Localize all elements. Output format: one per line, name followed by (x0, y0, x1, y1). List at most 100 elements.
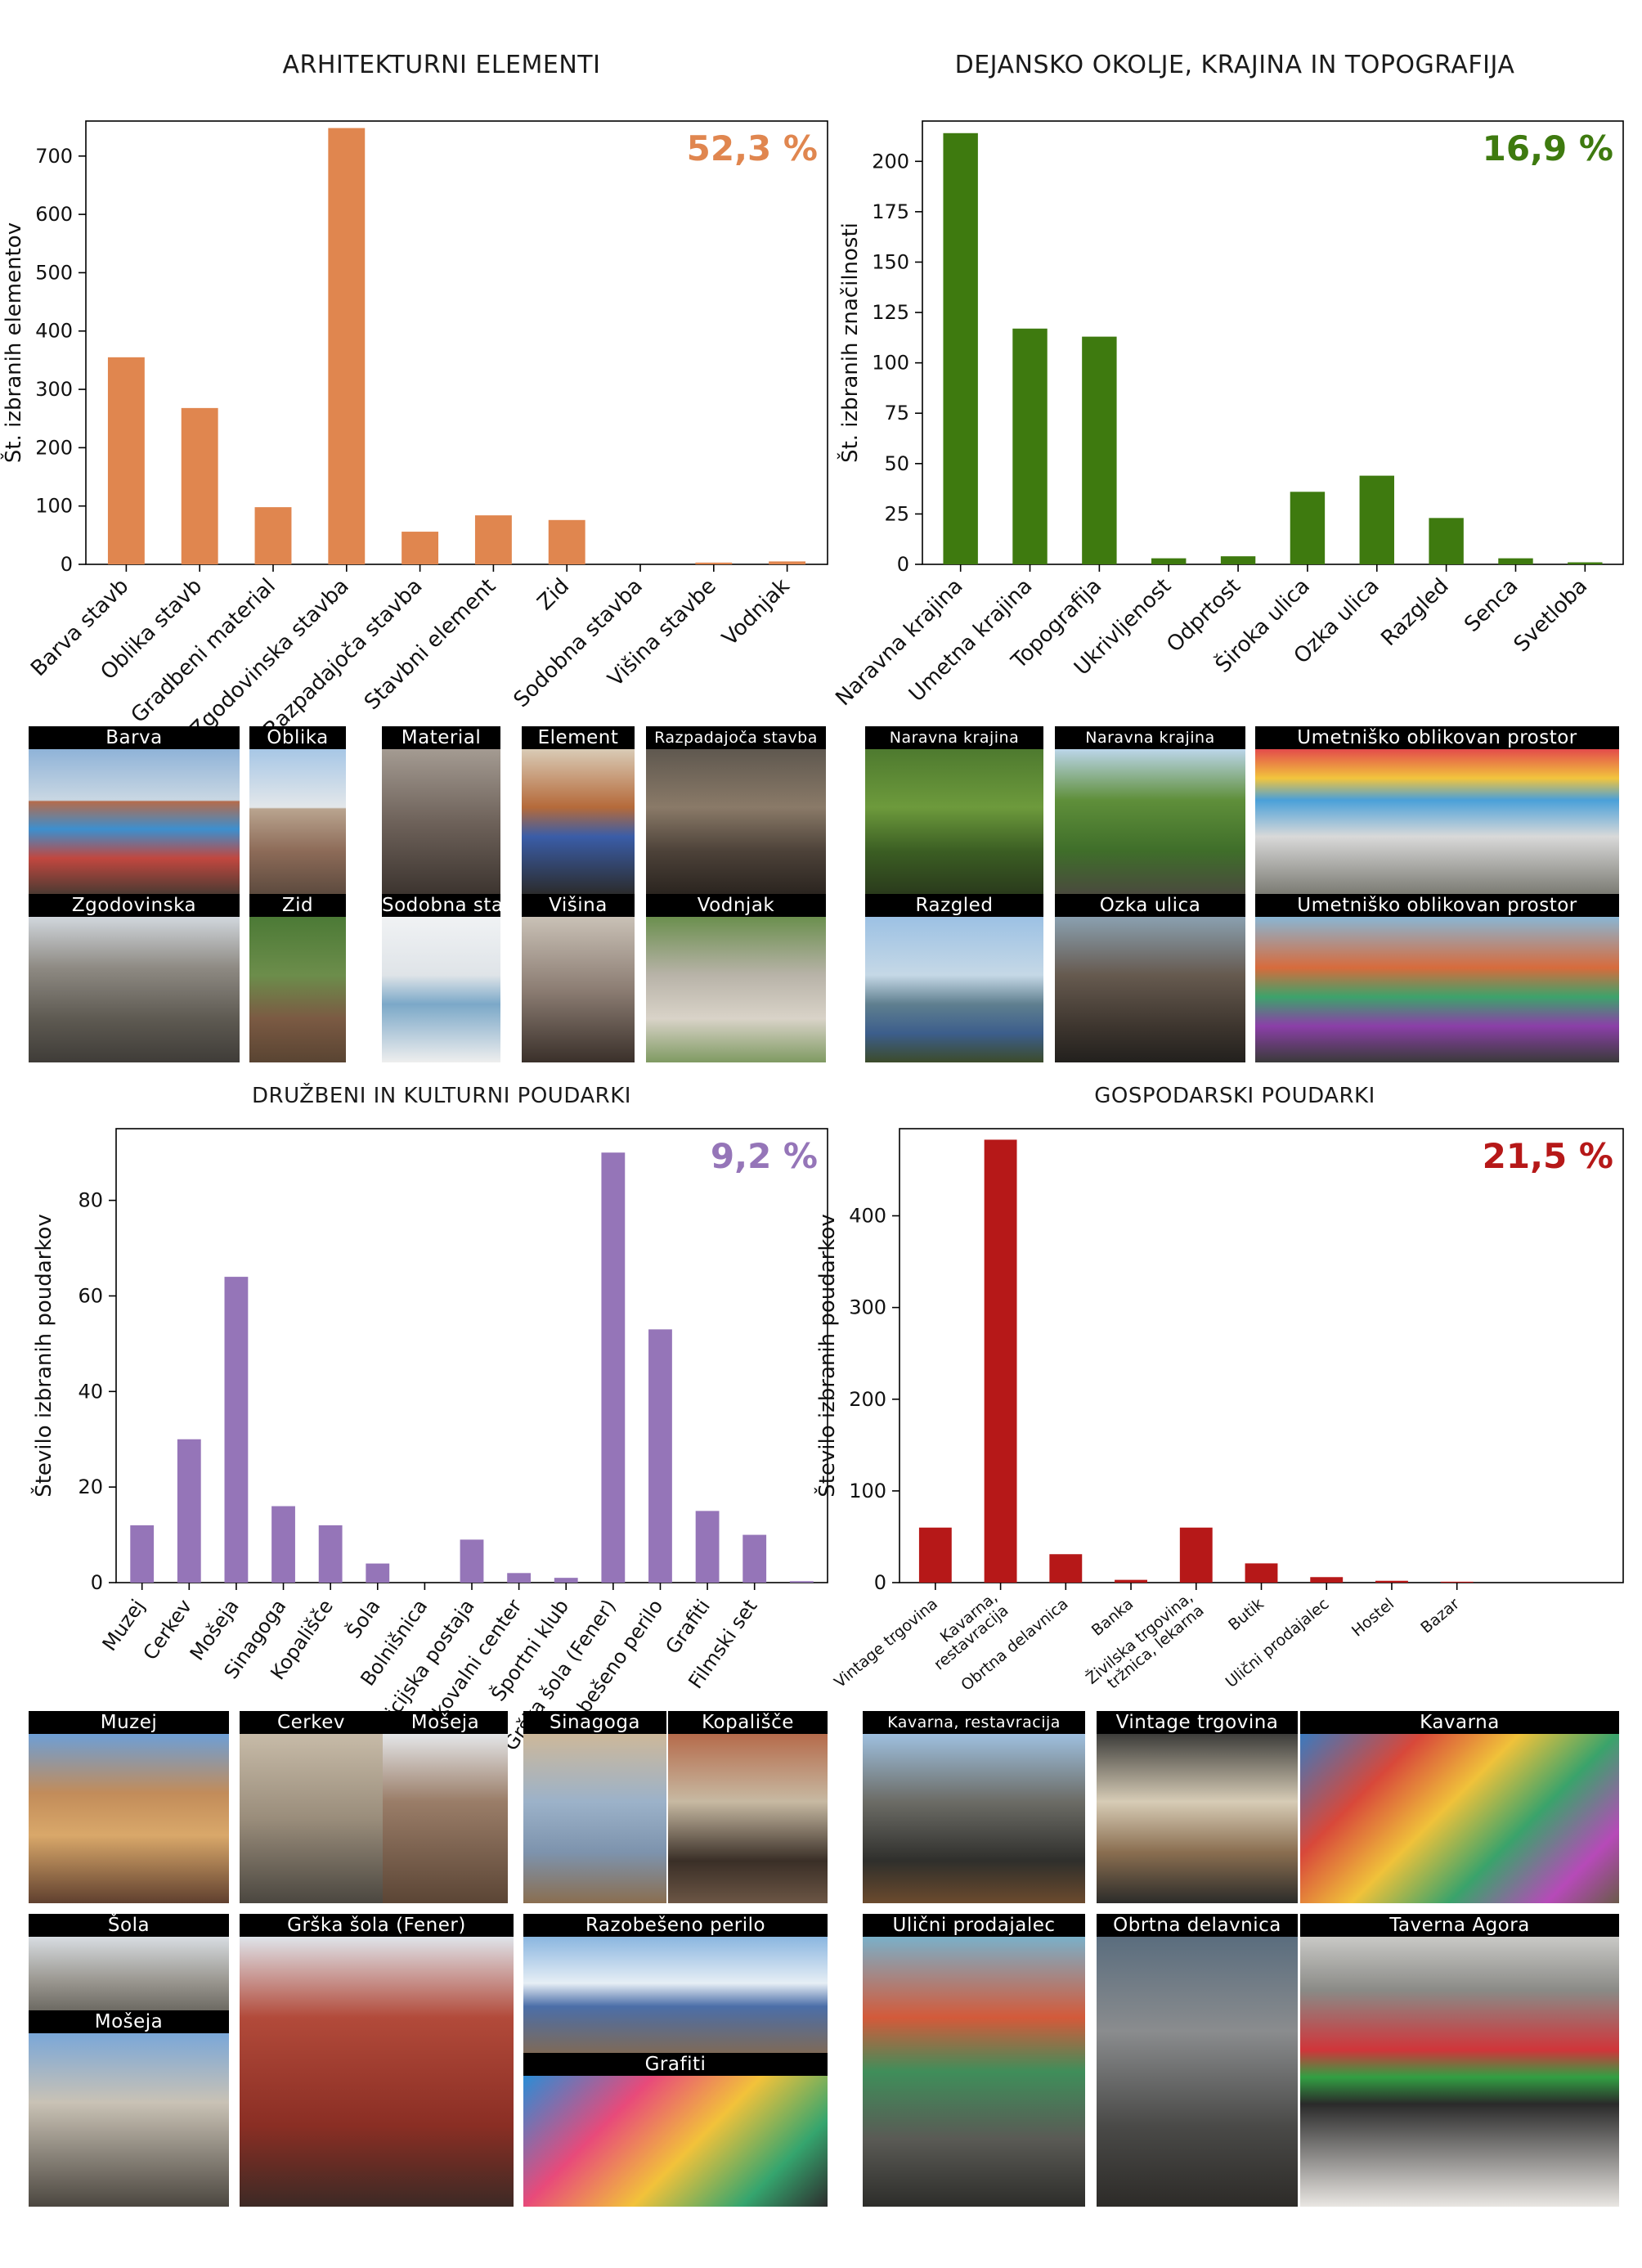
bar (943, 132, 978, 565)
photo-caption: Naravna krajina (1055, 726, 1245, 749)
photo-caption: Kavarna, restavracija (863, 1711, 1085, 1734)
bar (1568, 562, 1603, 564)
photo-env-0: Naravna krajina (865, 726, 1043, 895)
photo-caption: Obrtna delavnica (1097, 1914, 1298, 1937)
x-tick-label: Banka (1088, 1595, 1137, 1640)
chart-title-environment: DEJANSKO OKOLJE, KRAJINA IN TOPOGRAFIJA (954, 51, 1515, 79)
bar (254, 507, 292, 564)
y-tick-label: 500 (35, 261, 73, 284)
y-tick-label: 100 (872, 352, 909, 375)
photo-soc-3: Sinagoga (523, 1711, 666, 1903)
bar (507, 1573, 532, 1583)
y-tick-label: 20 (78, 1475, 103, 1498)
y-tick-label: 400 (35, 320, 73, 343)
bar (1310, 1577, 1344, 1583)
photo-arch-9: Vodnjak (646, 894, 826, 1062)
photo-caption: Oblika (249, 726, 346, 749)
y-tick-label: 100 (35, 495, 73, 518)
percentage-label: 52,3 % (687, 128, 818, 168)
bar (742, 1534, 767, 1583)
bar (1012, 328, 1048, 564)
bar (601, 1152, 626, 1583)
y-tick-label: 600 (35, 203, 73, 226)
photo-soc-0: Muzej (29, 1711, 229, 1903)
y-tick-label: 300 (849, 1296, 886, 1319)
bar (695, 1511, 720, 1583)
photo-caption: Razpadajoča stavba (646, 726, 826, 749)
bar (1440, 1581, 1474, 1583)
photo-env-4: Ozka ulica (1055, 894, 1245, 1062)
photo-image (1300, 1734, 1619, 1903)
photo-image (865, 749, 1043, 895)
photo-image (29, 749, 240, 895)
bar (1151, 558, 1187, 564)
photo-image (29, 917, 240, 1062)
photo-image (1255, 917, 1619, 1062)
photo-arch-0: Barva (29, 726, 240, 895)
photo-arch-8: Višina (522, 894, 635, 1062)
photo-caption: Material (382, 726, 500, 749)
photo-image (646, 917, 826, 1062)
bar (271, 1506, 295, 1583)
bar (1498, 558, 1533, 564)
photo-image (240, 1734, 383, 1903)
photo-caption: Vintage trgovina (1097, 1711, 1298, 1734)
photo-image (863, 1734, 1085, 1903)
photo-image (249, 749, 346, 895)
photo-soc-1: Cerkev (240, 1711, 383, 1903)
x-tick-label: Butik (1225, 1595, 1267, 1634)
photo-image (522, 917, 635, 1062)
photo-caption: Zgodovinska (29, 894, 240, 917)
bar (984, 1139, 1017, 1583)
photo-image (383, 1734, 508, 1903)
photo-arch-3: Element (522, 726, 635, 895)
photo-image (1055, 749, 1245, 895)
bar (1115, 1579, 1147, 1583)
y-tick-label: 200 (35, 436, 73, 459)
bar (769, 561, 806, 564)
percentage-label: 16,9 % (1483, 128, 1613, 168)
photo-caption: Kopališče (668, 1711, 828, 1734)
bar (1179, 1527, 1213, 1583)
photo-image (865, 917, 1043, 1062)
bar (648, 1329, 672, 1583)
photo-image (522, 749, 635, 895)
photo-env-1: Naravna krajina (1055, 726, 1245, 895)
photo-image (523, 2076, 828, 2207)
photo-caption: Višina (522, 894, 635, 917)
photo-soc-9: Grafiti (523, 2053, 828, 2207)
y-tick-label: 100 (849, 1480, 886, 1502)
photo-caption: Zid (249, 894, 346, 917)
photo-arch-5: Zgodovinska (29, 894, 240, 1062)
percentage-label: 21,5 % (1483, 1136, 1613, 1176)
y-tick-label: 0 (897, 553, 909, 576)
bar (554, 1578, 578, 1583)
bar (548, 519, 585, 564)
bar (366, 1563, 390, 1583)
y-tick-label: 400 (849, 1205, 886, 1228)
photo-soc-8: Razobešeno perilo (523, 1914, 828, 2053)
photo-image (523, 1734, 666, 1903)
photo-caption: Barva (29, 726, 240, 749)
photo-caption: Grafiti (523, 2053, 828, 2076)
photo-image (646, 749, 826, 895)
plot-frame (85, 120, 828, 565)
photo-arch-4: Razpadajoča stavba (646, 726, 826, 895)
photo-image (29, 2033, 229, 2207)
y-tick-label: 125 (872, 301, 909, 324)
photo-caption: Vodnjak (646, 894, 826, 917)
bar (1220, 556, 1256, 564)
photo-image (249, 917, 346, 1062)
bar (1429, 518, 1464, 564)
photo-caption: Kavarna (1300, 1711, 1619, 1734)
photo-eco-3: Ulični prodajalec (863, 1914, 1085, 2207)
chart-title-architecture: ARHITEKTURNI ELEMENTI (282, 51, 601, 79)
photo-caption: Element (522, 726, 635, 749)
plot-frame (922, 120, 1624, 565)
bar (1290, 492, 1326, 564)
photo-image (240, 1937, 514, 2207)
photo-arch-1: Oblika (249, 726, 346, 895)
